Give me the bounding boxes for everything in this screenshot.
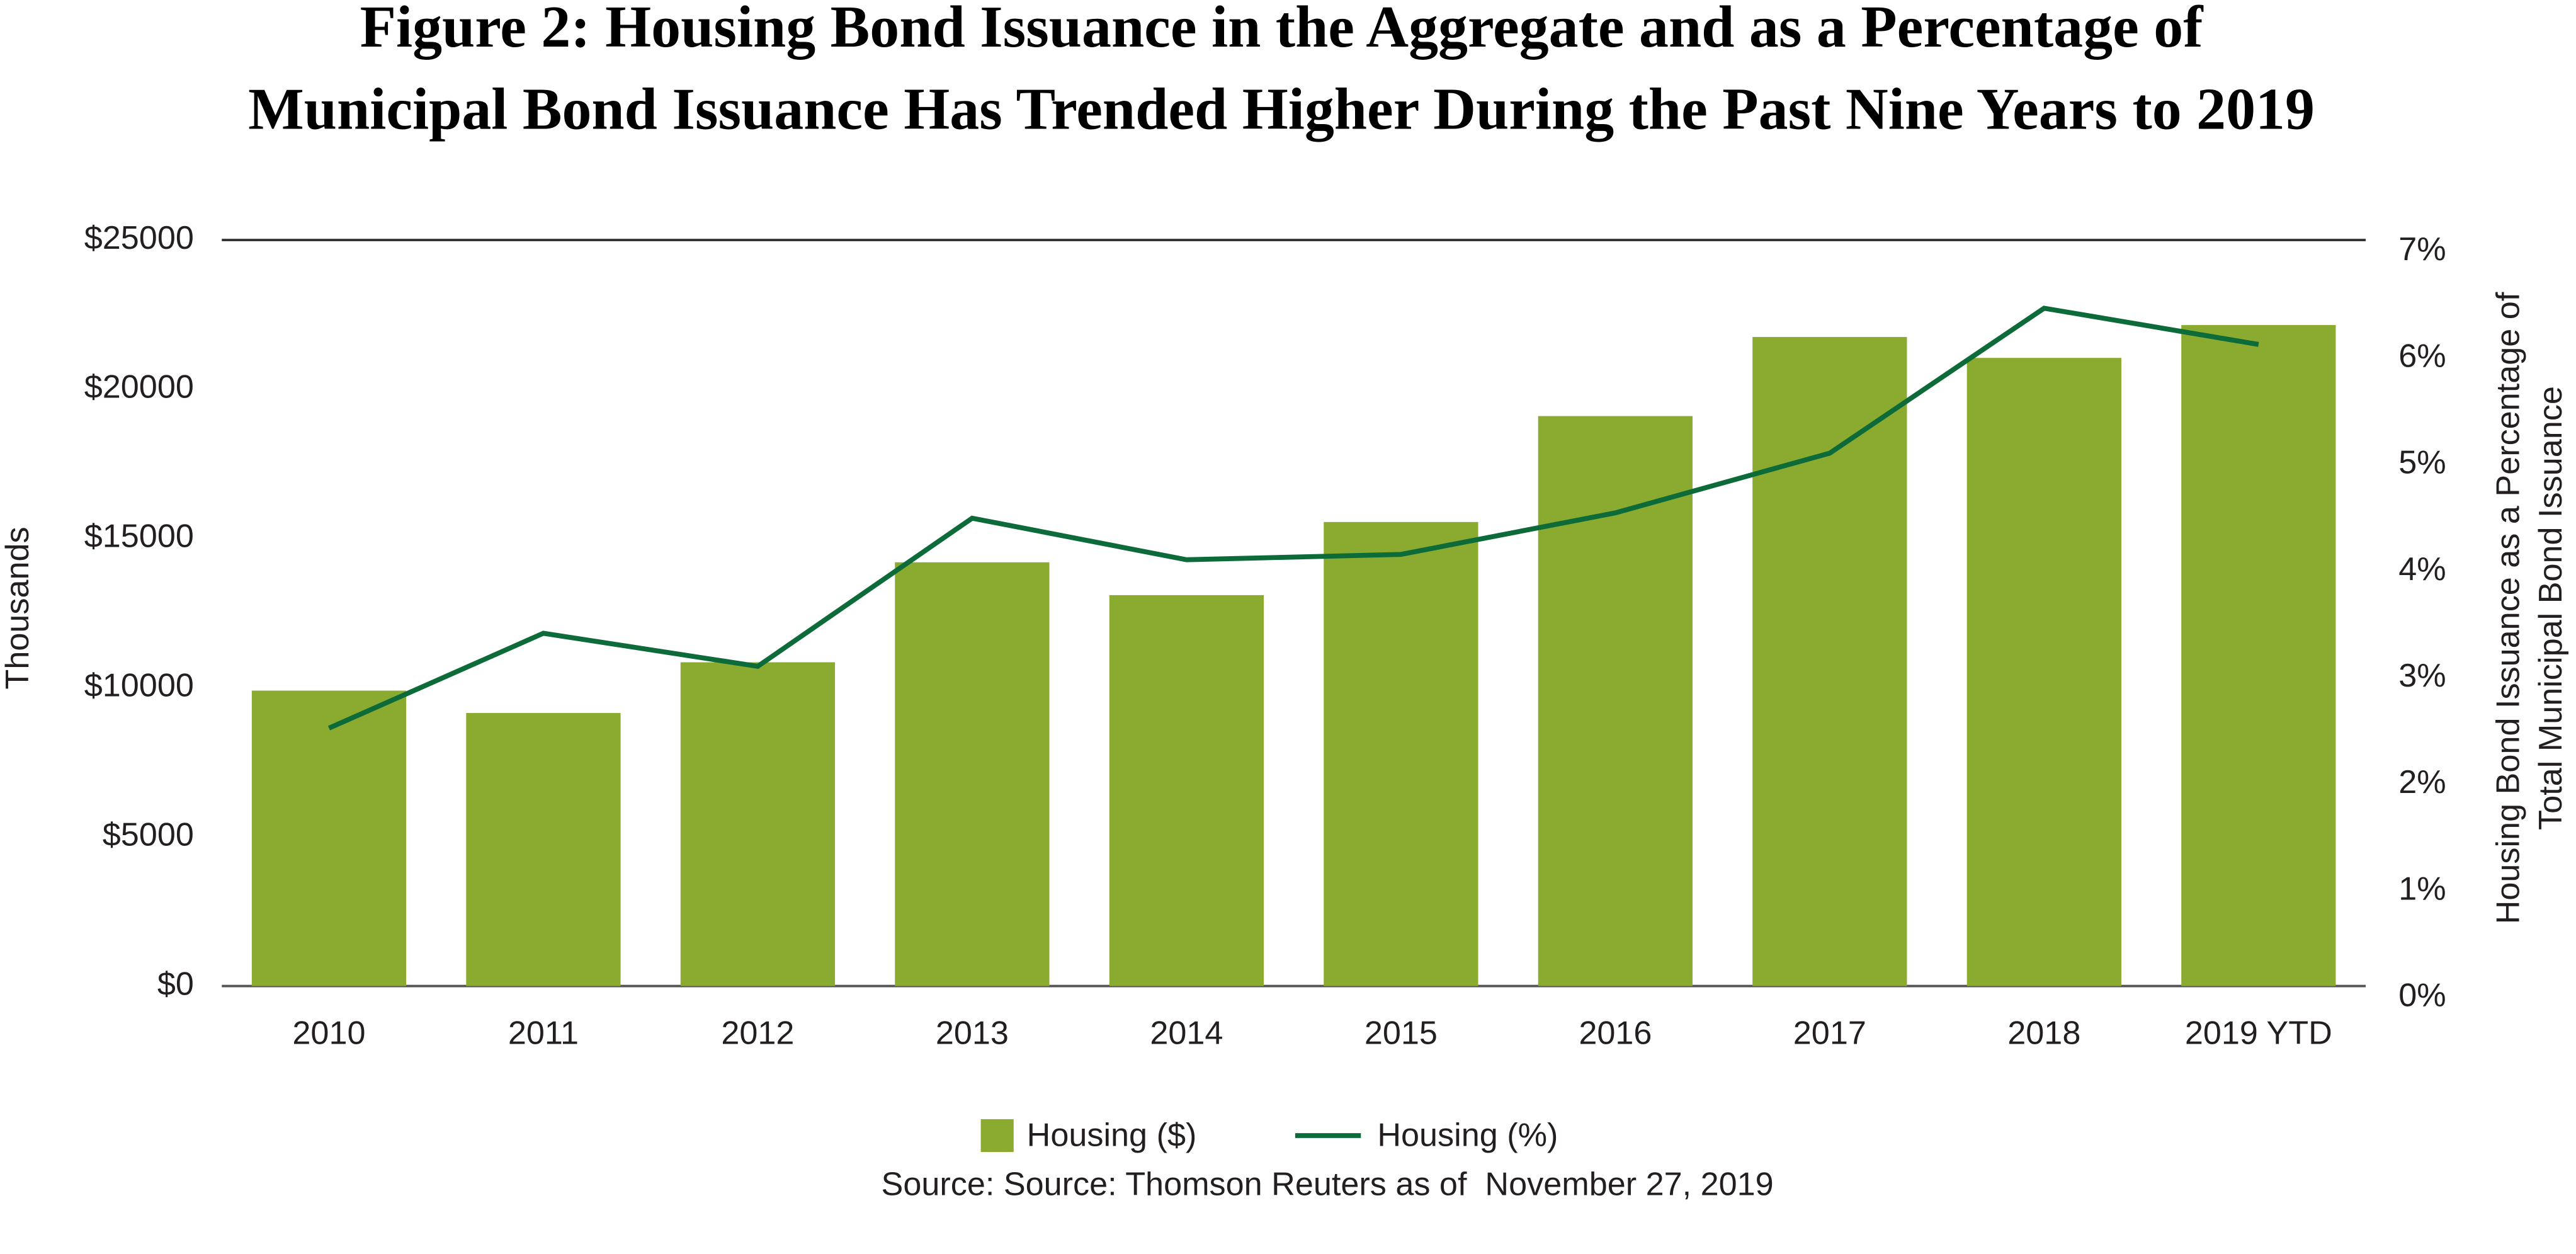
y2-tick-label: 4% <box>2398 551 2446 588</box>
y2-tick-label: 2% <box>2398 764 2446 801</box>
x-tick-label: 2013 <box>936 1015 1009 1052</box>
x-tick-label: 2018 <box>2007 1015 2080 1052</box>
bar <box>1538 416 1693 986</box>
chart-title: Municipal Bond Issuance Has Trended High… <box>248 76 2315 142</box>
y2-axis-title: Total Municipal Bond Issuance <box>2533 386 2569 830</box>
x-tick-label: 2014 <box>1150 1015 1223 1052</box>
y2-axis-title: Housing Bond Issuance as a Percentage of <box>2490 292 2526 924</box>
y2-tick-label: 7% <box>2398 231 2446 268</box>
x-tick-label: 2010 <box>292 1015 365 1052</box>
line <box>327 305 2259 731</box>
bar <box>2181 325 2336 986</box>
y-tick-label: $10000 <box>84 668 194 704</box>
bar <box>680 662 836 986</box>
bar <box>251 690 407 986</box>
legend-label: Housing (%) <box>1377 1117 1558 1153</box>
y-tick-label: $25000 <box>84 220 194 256</box>
bar <box>1752 337 1907 986</box>
y2-tick-label: 5% <box>2398 445 2446 481</box>
y-tick-label: $0 <box>157 966 194 1002</box>
bar <box>466 713 621 986</box>
legend-label: Housing ($) <box>1027 1117 1197 1153</box>
y-tick-label: $20000 <box>84 369 194 406</box>
bar <box>1324 522 1478 986</box>
x-tick-label: 2016 <box>1579 1015 1652 1052</box>
y-axis-title: Thousands <box>0 527 36 689</box>
x-tick-label: 2012 <box>721 1015 794 1052</box>
bar <box>1966 358 2121 986</box>
x-tick-label: 2017 <box>1793 1015 1866 1052</box>
x-tick-label: 2011 <box>508 1015 579 1052</box>
legend-swatch <box>980 1119 1014 1153</box>
y-tick-label: $5000 <box>103 816 194 853</box>
y2-tick-label: 1% <box>2398 870 2446 907</box>
y2-tick-label: 0% <box>2398 978 2446 1014</box>
x-tick-label: 2015 <box>1365 1015 1438 1052</box>
chart-title: Figure 2: Housing Bond Issuance in the A… <box>360 0 2204 60</box>
y2-tick-label: 6% <box>2398 338 2446 374</box>
y-tick-label: $15000 <box>84 518 194 555</box>
bar <box>1109 595 1264 986</box>
bar <box>895 562 1050 986</box>
x-tick-label: 2019 YTD <box>2185 1015 2332 1052</box>
source-note: Source: Source: Thomson Reuters as of No… <box>882 1166 1774 1203</box>
y2-tick-label: 3% <box>2398 658 2446 694</box>
